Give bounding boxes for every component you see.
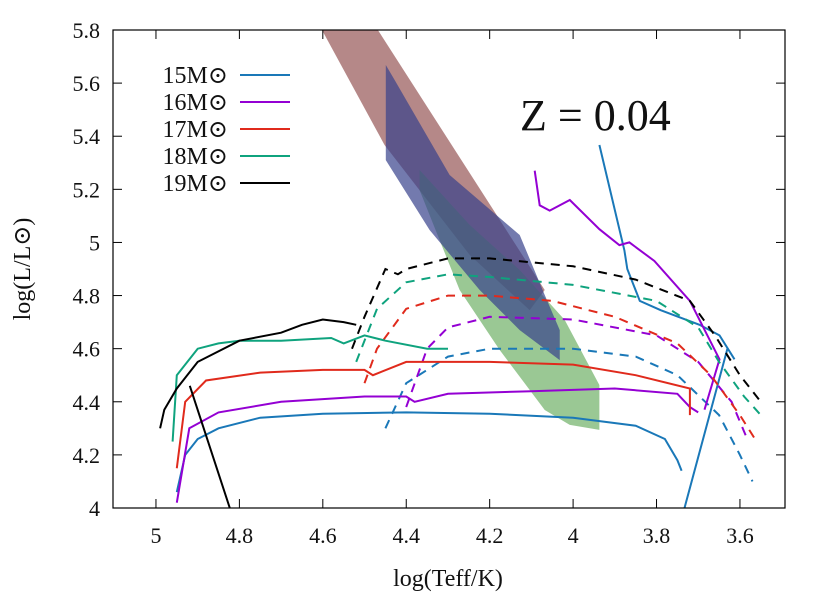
track-line (175, 360, 691, 469)
track-line (175, 144, 736, 508)
y-tick-label: 4.2 (73, 443, 101, 468)
annotation: Z = 0.04 (520, 91, 671, 140)
y-tick-label: 5 (89, 230, 100, 255)
x-tick-label: 3.8 (643, 523, 671, 548)
track-line (171, 334, 448, 442)
x-tick-label: 3.6 (726, 523, 754, 548)
track-line (384, 347, 754, 482)
track-line (175, 170, 721, 503)
track-line (363, 294, 758, 443)
x-tick-label: 4.2 (476, 523, 504, 548)
y-tick-label: 4 (89, 496, 100, 521)
y-tick-label: 5.6 (73, 71, 101, 96)
axes: 5 4.8 4.6 4.4 4.2 4 3.8 3.6 4 4.2 4.4 4.6 4.8 5 5.2 5.4… (73, 18, 785, 548)
track-line (355, 273, 762, 416)
legend: 15M⊙16M⊙17M⊙18M⊙19M⊙ (163, 63, 290, 197)
track-line (351, 257, 762, 403)
legend-label: 17M⊙ (163, 117, 228, 143)
region (385, 65, 560, 361)
x-tick-label: 4.8 (226, 523, 254, 548)
y-tick-label: 4.8 (73, 284, 101, 309)
y-tick-label: 5.4 (73, 124, 101, 149)
tracks (159, 144, 762, 508)
track-line (159, 318, 357, 508)
legend-label: 16M⊙ (163, 90, 228, 116)
x-tick-label: 4 (568, 523, 579, 548)
y-tick-label: 5.8 (73, 18, 101, 43)
x-tick-label: 5 (150, 523, 161, 548)
y-tick-label: 5.2 (73, 177, 101, 202)
y-axis-label: log(L/L⊙) (10, 218, 36, 321)
plot-frame (112, 29, 786, 509)
legend-label: 19M⊙ (163, 171, 228, 197)
y-tick-label: 4.4 (73, 390, 101, 415)
legend-label: 15M⊙ (163, 63, 228, 89)
x-tick-label: 4.4 (392, 523, 420, 548)
legend-label: 18M⊙ (163, 144, 228, 170)
track-line (405, 315, 750, 442)
y-tick-label: 4.6 (73, 337, 101, 362)
x-tick-label: 4.6 (309, 523, 337, 548)
x-axis-label: log(Teff/K) (393, 566, 503, 592)
